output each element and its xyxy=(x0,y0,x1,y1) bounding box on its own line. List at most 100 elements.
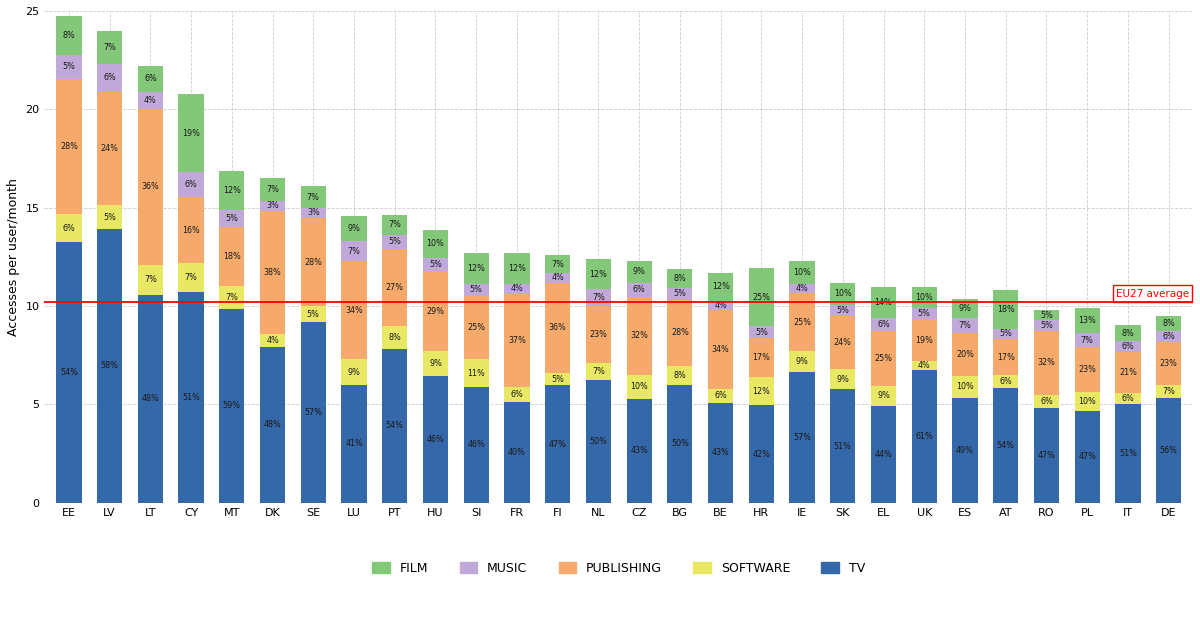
Bar xyxy=(260,178,286,201)
Bar xyxy=(97,31,122,64)
Bar xyxy=(97,205,122,229)
Bar xyxy=(382,326,407,349)
Text: 19%: 19% xyxy=(182,129,200,137)
Text: 8%: 8% xyxy=(62,31,76,40)
Text: 19%: 19% xyxy=(916,336,934,344)
Bar xyxy=(626,261,652,283)
Bar xyxy=(790,351,815,371)
Bar xyxy=(749,378,774,405)
Bar xyxy=(953,397,978,503)
Text: 50%: 50% xyxy=(589,437,607,446)
Text: 5%: 5% xyxy=(103,213,116,222)
Bar xyxy=(220,227,245,286)
Bar xyxy=(994,375,1019,388)
Text: 3%: 3% xyxy=(266,202,278,210)
Bar xyxy=(1156,316,1181,331)
Bar xyxy=(1074,347,1099,392)
Text: 6%: 6% xyxy=(1163,332,1175,341)
Bar xyxy=(504,253,529,284)
Text: 27%: 27% xyxy=(385,283,403,292)
Text: 32%: 32% xyxy=(630,331,648,340)
Text: 57%: 57% xyxy=(793,432,811,442)
Bar xyxy=(871,406,896,503)
Bar xyxy=(342,241,367,261)
Text: 7%: 7% xyxy=(551,260,564,269)
Bar xyxy=(56,79,82,213)
Bar xyxy=(830,305,856,316)
Bar xyxy=(301,208,326,218)
Text: 25%: 25% xyxy=(752,293,770,302)
Text: 7%: 7% xyxy=(1081,336,1093,344)
Text: 25%: 25% xyxy=(793,318,811,326)
Text: 50%: 50% xyxy=(671,439,689,448)
Bar xyxy=(260,334,286,347)
Text: 7%: 7% xyxy=(592,293,605,302)
Bar xyxy=(97,64,122,92)
Bar xyxy=(586,260,611,289)
Bar xyxy=(342,359,367,385)
Text: 5%: 5% xyxy=(551,374,564,384)
Bar xyxy=(994,339,1019,375)
Bar xyxy=(1074,308,1099,333)
Bar xyxy=(749,326,774,338)
Bar xyxy=(220,171,245,210)
Bar xyxy=(342,215,367,241)
Bar xyxy=(708,273,733,301)
Text: 12%: 12% xyxy=(467,264,485,273)
Text: 42%: 42% xyxy=(752,449,770,459)
Text: 23%: 23% xyxy=(589,330,607,339)
Text: 6%: 6% xyxy=(877,319,890,329)
Bar xyxy=(179,94,204,172)
Text: 7%: 7% xyxy=(185,273,198,282)
Text: 9%: 9% xyxy=(430,359,442,368)
Text: 48%: 48% xyxy=(142,394,160,403)
Text: 46%: 46% xyxy=(427,435,444,444)
Text: 5%: 5% xyxy=(673,290,686,298)
Bar xyxy=(342,261,367,359)
Text: 5%: 5% xyxy=(1000,329,1012,338)
Bar xyxy=(994,290,1019,328)
Bar xyxy=(463,284,488,296)
Text: 12%: 12% xyxy=(589,270,607,278)
Text: 6%: 6% xyxy=(510,390,523,399)
Bar xyxy=(586,380,611,503)
Bar xyxy=(1034,320,1060,331)
Bar xyxy=(790,293,815,351)
Text: 38%: 38% xyxy=(264,268,282,277)
Bar xyxy=(626,399,652,503)
Text: 37%: 37% xyxy=(508,336,526,345)
Bar xyxy=(667,385,692,503)
Text: 5%: 5% xyxy=(226,214,239,223)
Text: 48%: 48% xyxy=(264,421,282,429)
Text: 36%: 36% xyxy=(142,182,160,192)
Text: 21%: 21% xyxy=(1118,368,1136,377)
Text: 7%: 7% xyxy=(1162,387,1175,396)
Bar xyxy=(953,333,978,376)
Text: 54%: 54% xyxy=(386,421,403,430)
Bar xyxy=(749,268,774,326)
Text: 10%: 10% xyxy=(956,383,974,391)
Bar xyxy=(871,287,896,318)
Text: 5%: 5% xyxy=(1040,311,1052,320)
Bar xyxy=(422,351,448,376)
Bar xyxy=(1156,398,1181,503)
Text: 8%: 8% xyxy=(1122,329,1134,338)
Text: 47%: 47% xyxy=(548,439,566,449)
Text: 10%: 10% xyxy=(427,240,444,248)
Bar xyxy=(56,243,82,503)
Bar xyxy=(301,218,326,306)
Text: 5%: 5% xyxy=(469,285,482,295)
Text: 8%: 8% xyxy=(389,333,401,342)
Bar xyxy=(1156,331,1181,342)
Bar xyxy=(1074,333,1099,347)
Bar xyxy=(830,389,856,503)
Text: 28%: 28% xyxy=(671,328,689,338)
Text: 59%: 59% xyxy=(223,401,241,411)
Bar xyxy=(382,349,407,503)
Bar xyxy=(749,405,774,503)
Bar xyxy=(504,284,529,294)
Text: 9%: 9% xyxy=(348,368,360,376)
Bar xyxy=(994,388,1019,503)
Text: 51%: 51% xyxy=(1118,449,1136,458)
Text: 10%: 10% xyxy=(916,293,934,302)
